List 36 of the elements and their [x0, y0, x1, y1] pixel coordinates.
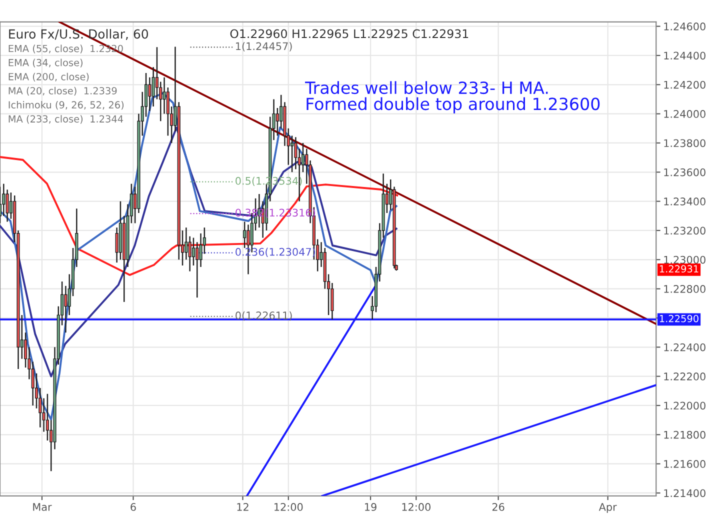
text: 1.22931 — [660, 265, 698, 273]
x-tick-label: 6 — [130, 503, 136, 511]
y-tick-label: 1.24000 — [664, 110, 706, 118]
annotation: MA (233, close) 1.2344 — [8, 115, 124, 124]
x-tick-label: 12 — [237, 503, 248, 511]
y-tick-label: 1.23800 — [664, 139, 706, 148]
y-tick-label: 1.23600 — [664, 168, 706, 176]
y-tick-label: 1.22400 — [664, 343, 706, 352]
y-tick-label: 1.23000 — [664, 256, 706, 264]
y-tick-label: 1.21600 — [664, 460, 706, 468]
y-tick-label: 1.22800 — [664, 285, 706, 293]
y-tick-label: 1.21400 — [664, 489, 706, 498]
annotation: Ichimoku (9, 26, 52, 26) — [8, 100, 124, 110]
y-tick-label: 1.22200 — [664, 372, 706, 380]
x-tick-label: 19 — [365, 503, 376, 511]
x-tick-label: Apr — [598, 503, 617, 513]
x-tick-label: Mar — [33, 503, 52, 511]
x-tick-label: 12:00 — [402, 503, 430, 511]
annotation: Trades well below 233- H MA. Formed double top around 1.23600 — [305, 81, 600, 114]
x-tick-label: 12:00 — [274, 503, 303, 511]
y-tick-label: 1.21800 — [664, 430, 706, 439]
ref-line-label: 1(1.24457) — [236, 42, 292, 52]
annotation: EMA (200, close) — [8, 72, 89, 82]
x-tick-label: 26 — [492, 503, 504, 511]
y-tick-label: 1.24600 — [664, 22, 706, 30]
annotation: EMA (34, close) — [8, 58, 82, 68]
y-tick-label: 1.24400 — [664, 52, 706, 60]
y-tick-label: 1.22000 — [664, 402, 706, 410]
ref-line-label: 1.22590 — [660, 314, 698, 322]
annotation: MA (20, close) 1.2339 — [8, 86, 117, 96]
text: Euro Fx/U.S. Dollar, 60 — [9, 29, 148, 40]
y-tick-label: 1.24200 — [664, 80, 706, 89]
ref-line-label: 0(1.22611) — [236, 311, 292, 321]
annotation: O1.22960 H1.22965 L1.22925 C1.22931 — [230, 29, 468, 38]
y-tick-label: 1.23200 — [664, 226, 706, 235]
y-tick-label: 1.23400 — [664, 198, 706, 206]
